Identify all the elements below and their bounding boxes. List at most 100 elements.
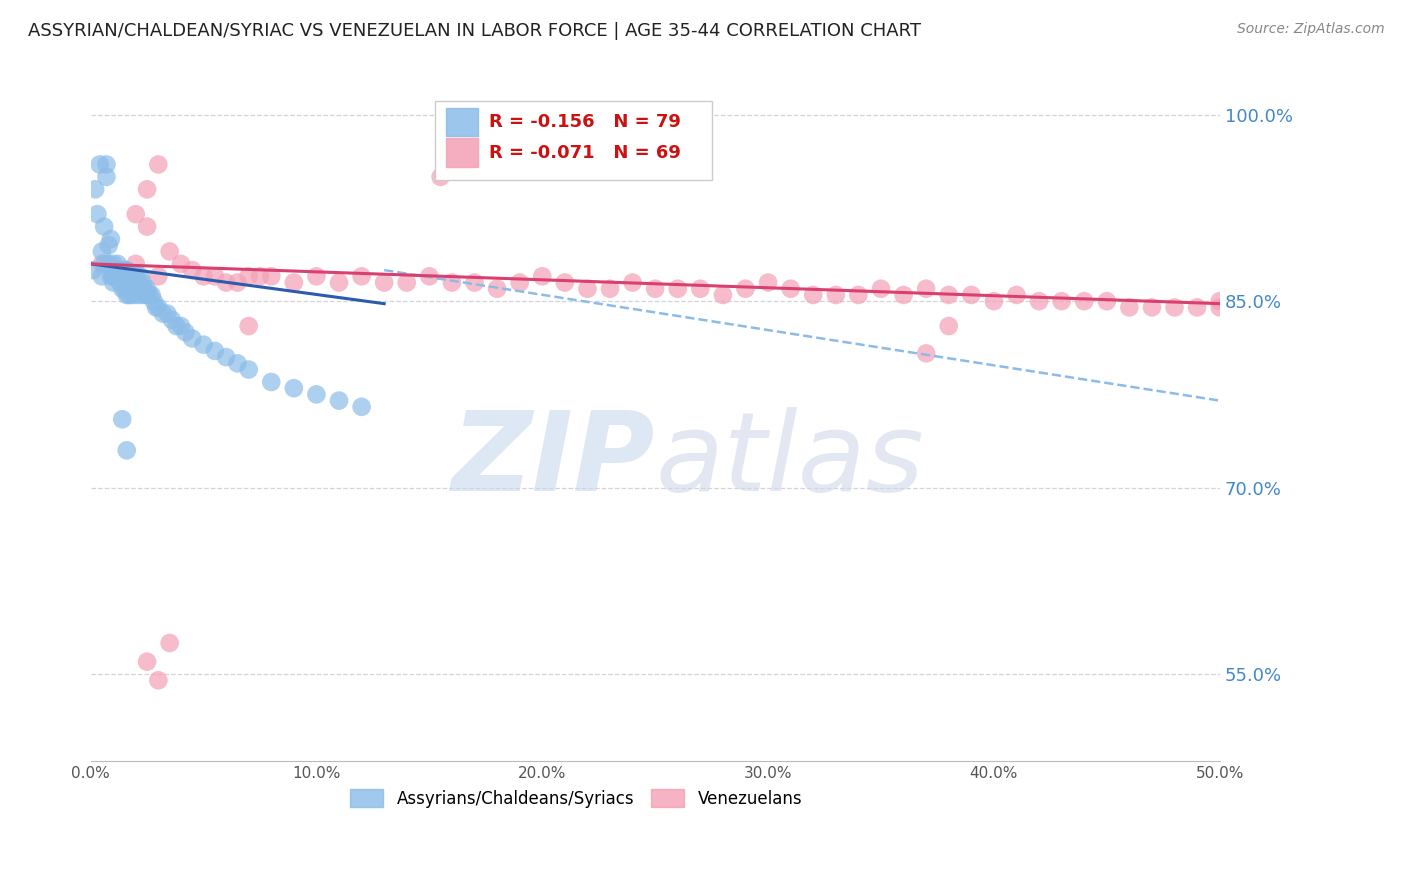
Point	[96, 157, 118, 171]
Point	[134, 288, 156, 302]
Point	[118, 276, 141, 290]
Point	[136, 288, 159, 302]
Point	[226, 276, 249, 290]
Point	[193, 337, 215, 351]
Point	[104, 269, 127, 284]
Point	[418, 269, 440, 284]
Point	[107, 263, 129, 277]
Point	[238, 362, 260, 376]
Point	[621, 276, 644, 290]
Point	[893, 288, 915, 302]
Point	[93, 219, 115, 234]
Point	[100, 232, 122, 246]
Point	[938, 319, 960, 334]
Point	[127, 276, 149, 290]
Point	[145, 301, 167, 315]
Point	[97, 238, 120, 252]
Text: Source: ZipAtlas.com: Source: ZipAtlas.com	[1237, 22, 1385, 37]
FancyBboxPatch shape	[434, 102, 711, 180]
Point	[104, 263, 127, 277]
Point	[165, 319, 187, 334]
Point	[156, 307, 179, 321]
Point	[283, 276, 305, 290]
Point	[118, 269, 141, 284]
Point	[103, 269, 125, 284]
Point	[122, 282, 145, 296]
Point	[152, 307, 174, 321]
Text: ASSYRIAN/CHALDEAN/SYRIAC VS VENEZUELAN IN LABOR FORCE | AGE 35-44 CORRELATION CH: ASSYRIAN/CHALDEAN/SYRIAC VS VENEZUELAN I…	[28, 22, 921, 40]
Point	[111, 263, 134, 277]
Point	[131, 276, 153, 290]
Point	[915, 346, 938, 360]
Point	[226, 356, 249, 370]
Point	[429, 169, 451, 184]
Point	[131, 282, 153, 296]
Point	[90, 244, 112, 259]
Point	[148, 269, 170, 284]
Point	[1118, 301, 1140, 315]
Point	[114, 263, 136, 277]
Point	[215, 276, 238, 290]
Point	[531, 269, 554, 284]
Point	[134, 282, 156, 296]
Point	[100, 269, 122, 284]
Point	[848, 288, 870, 302]
Point	[260, 269, 283, 284]
Bar	[446, 108, 478, 136]
Point	[125, 288, 148, 302]
Point	[138, 288, 160, 302]
Point	[215, 350, 238, 364]
Point	[136, 219, 159, 234]
Point	[115, 288, 138, 302]
Point	[983, 294, 1005, 309]
Point	[938, 288, 960, 302]
Point	[193, 269, 215, 284]
Point	[122, 269, 145, 284]
Point	[170, 257, 193, 271]
Point	[159, 244, 181, 259]
Point	[689, 282, 711, 296]
Point	[84, 182, 107, 196]
Point	[181, 331, 204, 345]
Point	[711, 288, 734, 302]
Point	[107, 257, 129, 271]
Point	[115, 269, 138, 284]
Point	[136, 182, 159, 196]
Point	[125, 276, 148, 290]
Point	[114, 263, 136, 277]
Point	[1095, 294, 1118, 309]
Point	[148, 157, 170, 171]
Point	[120, 282, 142, 296]
Point	[870, 282, 893, 296]
Point	[1209, 301, 1232, 315]
Point	[125, 207, 148, 221]
Point	[960, 288, 983, 302]
Point	[181, 263, 204, 277]
Point	[148, 673, 170, 688]
Point	[734, 282, 756, 296]
Point	[576, 282, 599, 296]
Point	[249, 269, 271, 284]
Text: ZIP: ZIP	[451, 407, 655, 514]
Point	[1185, 301, 1208, 315]
Point	[1028, 294, 1050, 309]
Text: atlas: atlas	[655, 407, 924, 514]
Point	[103, 276, 125, 290]
Point	[305, 387, 328, 401]
Point	[115, 443, 138, 458]
Point	[1005, 288, 1028, 302]
Point	[107, 269, 129, 284]
Point	[756, 276, 779, 290]
Point	[114, 269, 136, 284]
Bar	[446, 138, 478, 167]
Point	[136, 655, 159, 669]
Point	[111, 282, 134, 296]
Point	[159, 636, 181, 650]
Point	[160, 313, 183, 327]
Point	[129, 288, 152, 302]
Point	[111, 269, 134, 284]
Point	[238, 319, 260, 334]
Point	[82, 263, 104, 277]
Point	[118, 288, 141, 302]
Point	[129, 269, 152, 284]
